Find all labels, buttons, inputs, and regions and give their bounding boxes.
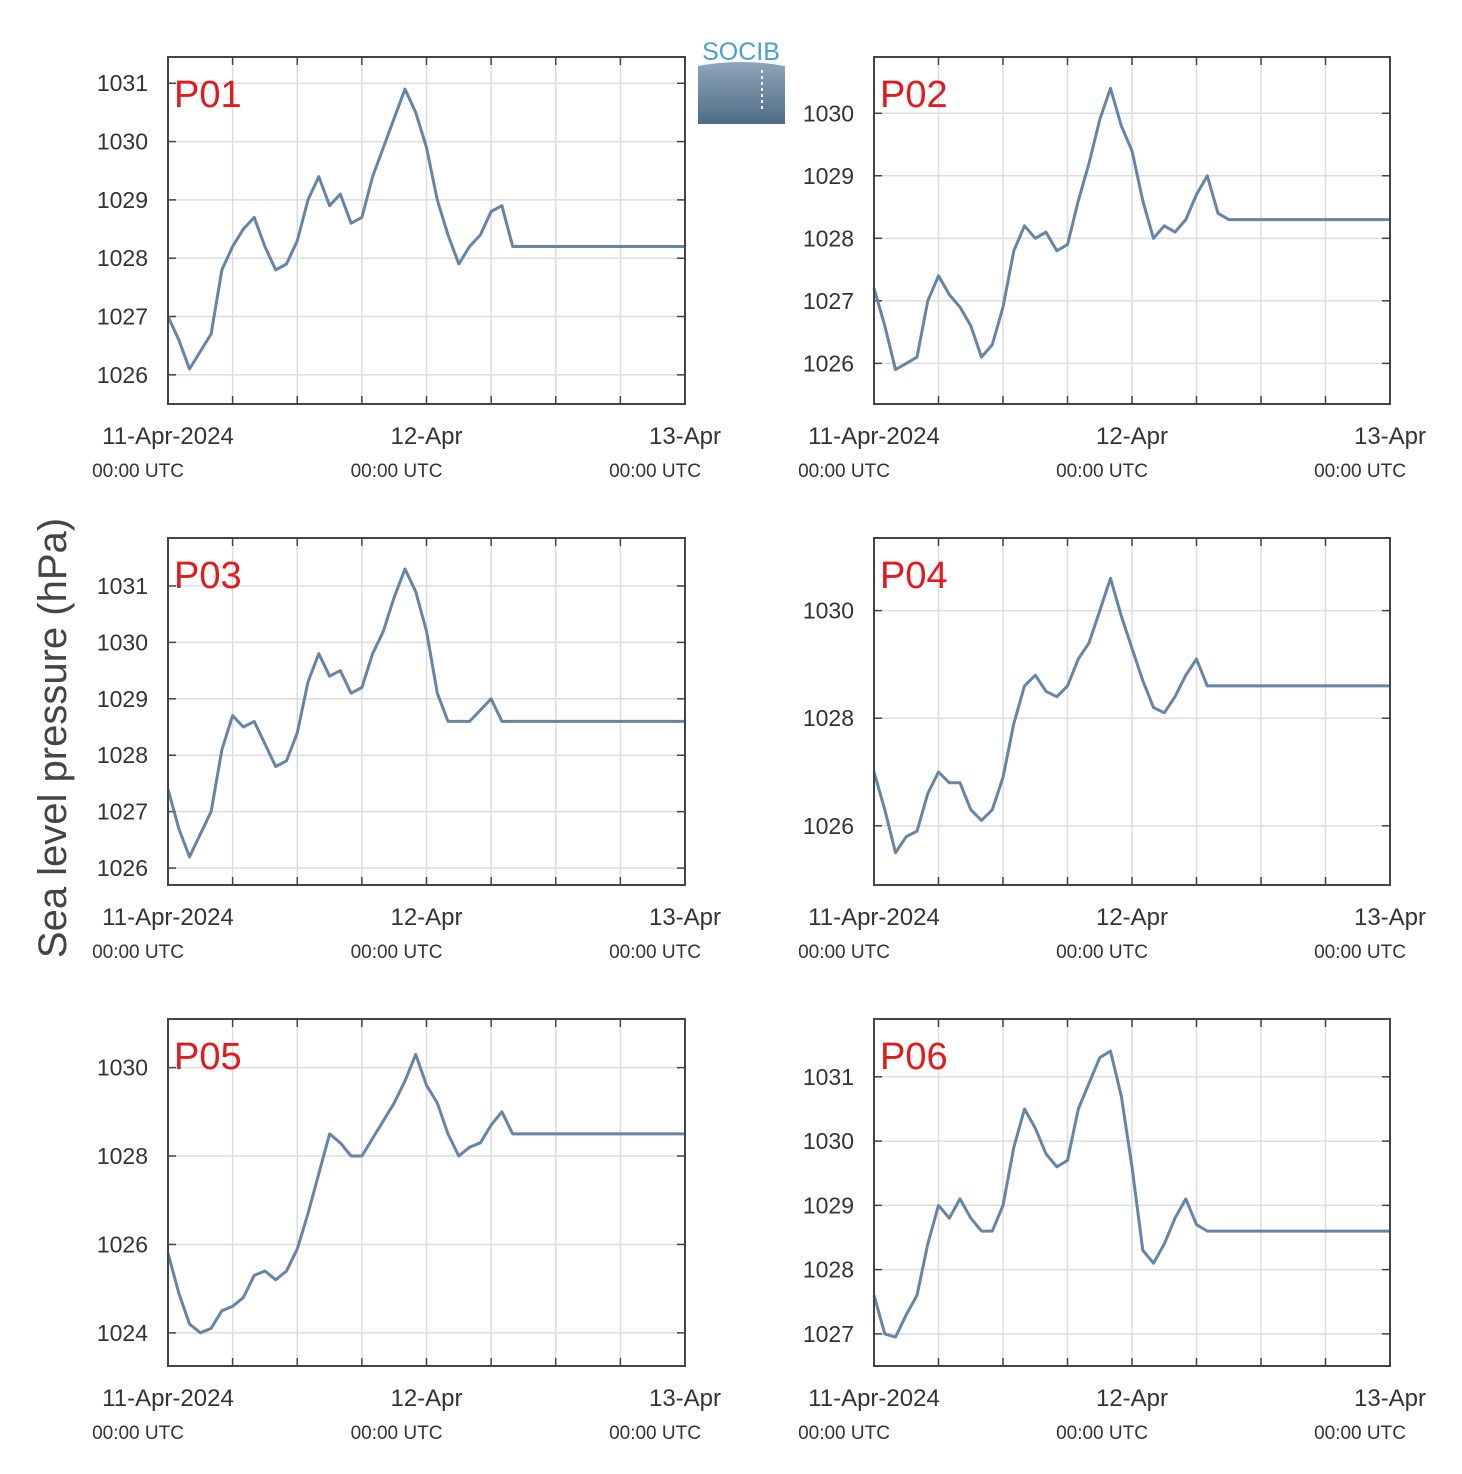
x-tick-sublabel: 00:00 UTC — [92, 461, 184, 482]
x-tick-sublabel: 00:00 UTC — [609, 461, 701, 482]
y-tick-label: 1028 — [97, 245, 148, 271]
x-tick-sublabel: 00:00 UTC — [609, 1423, 701, 1444]
y-axis-label: Sea level pressure (hPa) — [31, 518, 75, 958]
x-tick-label: 13-Apr — [1354, 423, 1426, 450]
y-tick-label: 1027 — [97, 304, 148, 330]
x-tick-sublabel: 00:00 UTC — [609, 942, 701, 963]
x-tick-sublabel: 00:00 UTC — [1314, 1423, 1406, 1444]
x-tick-sublabel: 00:00 UTC — [1314, 461, 1406, 482]
x-tick-sublabel: 00:00 UTC — [798, 1423, 890, 1444]
x-tick-label: 13-Apr — [649, 423, 721, 450]
y-tick-label: 1030 — [97, 1055, 148, 1081]
x-tick-sublabel: 00:00 UTC — [798, 461, 890, 482]
plot-frame — [873, 1018, 1391, 1367]
y-tick-label: 1028 — [803, 1257, 854, 1283]
x-tick-label: 11-Apr-2024 — [808, 1385, 940, 1412]
x-tick-label: 12-Apr — [390, 423, 462, 450]
series-line-p03 — [166, 567, 685, 859]
x-tick-label: 11-Apr-2024 — [808, 423, 940, 450]
x-tick-sublabel: 00:00 UTC — [351, 1423, 443, 1444]
plot-frame — [167, 1018, 686, 1367]
y-tick-label: 1027 — [803, 1321, 854, 1347]
x-tick-sublabel: 00:00 UTC — [798, 942, 890, 963]
panel-title: P03 — [174, 555, 242, 597]
x-tick-label: 13-Apr — [1354, 904, 1426, 931]
x-tick-label: 12-Apr — [390, 904, 462, 931]
x-tick-sublabel: 00:00 UTC — [92, 1423, 184, 1444]
panel-p05: 1024 1026 1028 1030 11-Apr-2024 00:00 UTC 12-A… — [92, 1018, 721, 1444]
panel-p06: 1027 1028 1029 1030 1031 11-Apr-2024 00:00 UTC… — [798, 1018, 1426, 1444]
y-tick-label: 1031 — [97, 70, 148, 96]
x-tick-label: 12-Apr — [390, 1385, 462, 1412]
y-tick-label: 1024 — [97, 1320, 148, 1346]
panel-p04: 1026 1028 1030 11-Apr-2024 00:00 UTC 12-Apr 00… — [798, 537, 1426, 963]
x-tick-label: 12-Apr — [1096, 1385, 1168, 1412]
x-tick-sublabel: 00:00 UTC — [351, 942, 443, 963]
y-tick-label: 1028 — [97, 1143, 148, 1169]
series-line-p05 — [166, 1052, 685, 1335]
y-tick-label: 1026 — [803, 813, 854, 839]
y-tick-label: 1030 — [803, 100, 854, 126]
y-tick-label: 1031 — [803, 1064, 854, 1090]
x-tick-sublabel: 00:00 UTC — [92, 942, 184, 963]
y-tick-label: 1028 — [803, 225, 854, 251]
y-tick-label: 1029 — [97, 187, 148, 213]
y-tick-label: 1028 — [803, 705, 854, 731]
panel-p01: 1026 1027 1028 1029 1030 1031 11-Apr-2024 00:00… — [92, 56, 721, 482]
y-tick-label: 1026 — [97, 1231, 148, 1257]
y-tick-label: 1029 — [803, 1192, 854, 1218]
x-tick-sublabel: 00:00 UTC — [1056, 1423, 1148, 1444]
y-tick-label: 1030 — [97, 129, 148, 155]
y-tick-label: 1028 — [97, 742, 148, 768]
x-tick-sublabel: 00:00 UTC — [1056, 942, 1148, 963]
logo-wave-block — [698, 62, 785, 124]
y-tick-label: 1029 — [97, 686, 148, 712]
x-tick-sublabel: 00:00 UTC — [1314, 942, 1406, 963]
panel-p03: 1026 1027 1028 1029 1030 1031 11-Apr-2024 00:00… — [92, 537, 721, 963]
y-tick-label: 1026 — [803, 350, 854, 376]
y-tick-label: 1027 — [803, 288, 854, 314]
x-tick-sublabel: 00:00 UTC — [351, 461, 443, 482]
plot-frame — [167, 56, 686, 405]
x-tick-label: 13-Apr — [1354, 1385, 1426, 1412]
series-line-p01 — [166, 87, 685, 371]
x-tick-label: 12-Apr — [1096, 904, 1168, 931]
series-line-p02 — [872, 86, 1390, 372]
panel-p02: 1026 1027 1028 1029 1030 11-Apr-2024 00:00 UTC… — [798, 56, 1426, 482]
y-tick-label: 1030 — [803, 598, 854, 624]
panel-title: P02 — [880, 74, 948, 116]
logo-text: SOCIB — [702, 38, 780, 66]
x-tick-sublabel: 00:00 UTC — [1056, 461, 1148, 482]
series-line-p06 — [872, 1049, 1390, 1339]
x-tick-label: 13-Apr — [649, 1385, 721, 1412]
panel-title: P01 — [174, 74, 242, 116]
y-tick-label: 1027 — [97, 799, 148, 825]
x-tick-label: 11-Apr-2024 — [102, 1385, 234, 1412]
plot-frame — [873, 56, 1391, 405]
panel-title: P06 — [880, 1036, 948, 1078]
x-tick-label: 11-Apr-2024 — [808, 904, 940, 931]
series-line-p04 — [872, 576, 1390, 855]
y-tick-label: 1030 — [803, 1128, 854, 1154]
y-tick-label: 1031 — [97, 573, 148, 599]
x-tick-label: 13-Apr — [649, 904, 721, 931]
y-tick-label: 1029 — [803, 163, 854, 189]
y-tick-label: 1026 — [97, 855, 148, 881]
panel-title: P04 — [880, 555, 948, 597]
x-tick-label: 12-Apr — [1096, 423, 1168, 450]
y-tick-label: 1030 — [97, 629, 148, 655]
y-tick-label: 1026 — [97, 362, 148, 388]
panel-title: P05 — [174, 1036, 242, 1078]
x-tick-label: 11-Apr-2024 — [102, 904, 234, 931]
x-tick-label: 11-Apr-2024 — [102, 423, 234, 450]
plot-frame — [873, 537, 1391, 886]
socib-logo: SOCIB — [698, 38, 785, 124]
plot-frame — [167, 537, 686, 886]
